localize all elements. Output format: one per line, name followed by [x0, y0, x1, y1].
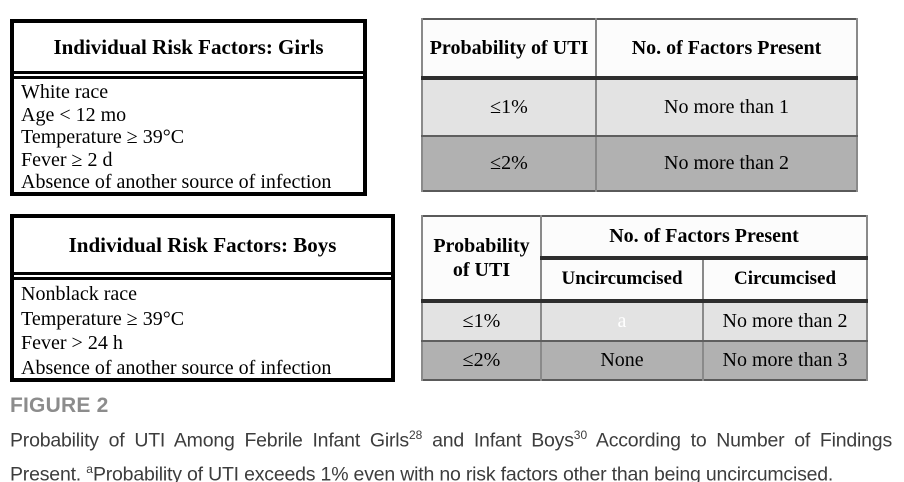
- caption-line-2: Present. aProbability of UTI exceeds 1% …: [10, 455, 892, 482]
- boys-factor-item: Fever > 24 h: [21, 332, 123, 354]
- boys-factor-item: Temperature ≥ 39°C: [21, 307, 185, 330]
- girls-table-row-1: ≤1% No more than 1: [421, 78, 858, 137]
- caption-line-1: Probability of UTI Among Febrile Infant …: [10, 421, 892, 455]
- girls-probability-cell: ≤2%: [421, 135, 597, 191]
- boys-probability-cell: ≤2%: [421, 341, 542, 380]
- boys-uncircumcised-cell: None: [540, 341, 704, 380]
- caption-text: Present.: [10, 463, 87, 482]
- boys-box-title: Individual Risk Factors: Boys: [14, 218, 391, 275]
- figure-caption: Probability of UTI Among Febrile Infant …: [10, 421, 892, 482]
- girls-factor-item: Age < 12 mo: [21, 103, 127, 126]
- reference-superscript: 28: [408, 428, 423, 442]
- boys-table-col1-header: Probability of UTI: [421, 216, 542, 303]
- boys-table-group-header: No. of Factors Present: [540, 216, 868, 260]
- boys-table-row-2: ≤2% None No more than 3: [421, 341, 868, 380]
- girls-table-row-2: ≤2% No more than 2: [421, 135, 858, 191]
- reference-superscript: 30: [573, 428, 588, 442]
- caption-text: According to Number of Findings: [587, 429, 893, 452]
- boys-factor-item: Absence of another source of infection: [21, 356, 332, 379]
- girls-factor-item: Fever ≥ 2 d: [21, 148, 113, 171]
- girls-probability-cell: ≤1%: [421, 78, 597, 137]
- boys-probability-cell: ≤1%: [421, 300, 542, 343]
- boys-circumcised-cell: No more than 3: [702, 341, 868, 380]
- caption-text: and Infant Boys: [422, 429, 574, 452]
- girls-table-col2-header: No. of Factors Present: [595, 19, 858, 81]
- girls-box-factor-list: White race Age < 12 mo Temperature ≥ 39°…: [14, 76, 363, 196]
- footnote-a-cell: a: [540, 300, 704, 343]
- footnote-superscript: a: [86, 461, 93, 476]
- caption-text: Probability of UTI Among Febrile Infant …: [10, 429, 409, 452]
- boys-probability-table: Probability of UTI No. of Factors Presen…: [421, 215, 868, 381]
- girls-table-col1-header: Probability of UTI: [421, 19, 597, 81]
- figure-label: FIGURE 2: [10, 394, 109, 417]
- boys-table-row-1: ≤1% a No more than 2: [421, 300, 868, 343]
- boys-circumcised-cell: No more than 2: [702, 300, 868, 343]
- girls-factors-cell: No more than 2: [595, 135, 858, 191]
- girls-factor-item: White race: [21, 81, 109, 103]
- girls-box-title: Individual Risk Factors: Girls: [14, 23, 363, 74]
- girls-factors-cell: No more than 1: [595, 78, 858, 137]
- boys-risk-factors-box: Individual Risk Factors: Boys Nonblack r…: [10, 214, 395, 382]
- boys-box-factor-list: Nonblack race Temperature ≥ 39°C Fever >…: [14, 277, 391, 382]
- girls-factor-item: Temperature ≥ 39°C: [21, 126, 185, 148]
- girls-risk-factors-box: Individual Risk Factors: Girls White rac…: [10, 19, 367, 196]
- girls-probability-table: Probability of UTI No. of Factors Presen…: [421, 18, 858, 192]
- girls-factor-item: Absence of another source of infection: [21, 171, 332, 193]
- boys-table-subheader-circumcised: Circumcised: [702, 257, 868, 303]
- caption-text: Probability of UTI exceeds 1% even with …: [92, 463, 834, 482]
- boys-factor-item: Nonblack race: [21, 283, 138, 305]
- boys-table-subheader-uncircumcised: Uncircumcised: [540, 257, 704, 303]
